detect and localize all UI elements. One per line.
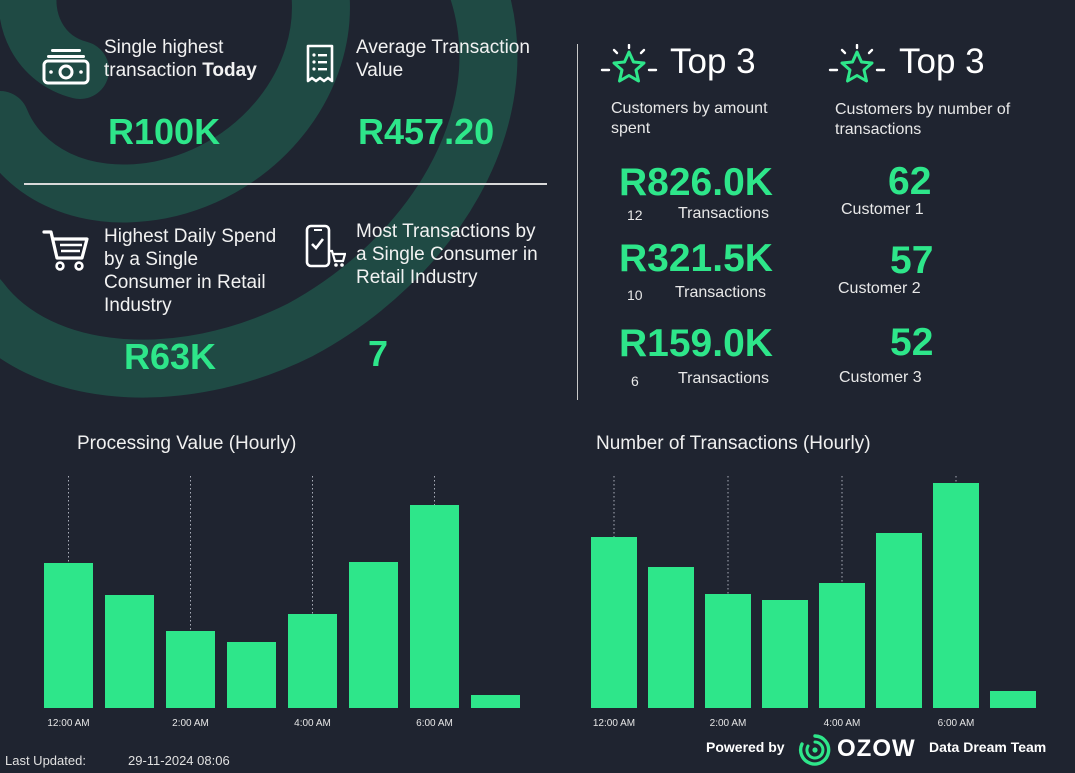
bar-12-00-am[interactable] xyxy=(591,537,637,708)
bar-1-00-am[interactable] xyxy=(648,567,694,708)
x-tick-label: 12:00 AM xyxy=(47,718,89,729)
top-amount-label-3: Transactions xyxy=(678,370,769,387)
top-amount-heading: Top 3 xyxy=(670,42,756,81)
avg-transaction-label: Average Transaction Value xyxy=(356,37,530,81)
top-count-value-3: 52 xyxy=(890,321,934,364)
top-amount-value-2: R321.5K xyxy=(619,237,773,280)
receipt-icon xyxy=(305,44,335,84)
highest-daily-value: R63K xyxy=(124,336,217,377)
processing-value-chart: 12:00 AM 2:00 AM 4:00 AM 6:00 AM xyxy=(44,476,520,729)
money-icon xyxy=(42,46,90,86)
top-amount-count-1: 12 xyxy=(627,207,643,223)
x-tick-label: 12:00 AM xyxy=(593,718,635,729)
x-tick-label: 4:00 AM xyxy=(824,718,861,729)
x-tick-label: 6:00 AM xyxy=(416,718,453,729)
transactions-chart: 12:00 AM 2:00 AM 4:00 AM 6:00 AM xyxy=(591,476,1036,729)
top-count-label-3: Customer 3 xyxy=(839,369,922,386)
top-amount-count-3: 6 xyxy=(631,373,639,389)
bar-5-00-am[interactable] xyxy=(349,562,398,708)
transactions-chart-title: Number of Transactions (Hourly) xyxy=(596,433,871,454)
powered-by-label: Powered by xyxy=(706,739,785,755)
bar-5-00-am[interactable] xyxy=(876,533,922,708)
highest-daily-label: Highest Daily Spend by a Single Consumer… xyxy=(104,226,277,316)
shopping-cart-icon xyxy=(42,228,90,272)
vertical-divider xyxy=(577,44,578,400)
top-amount-label-2: Transactions xyxy=(675,284,766,301)
single-highest-label: Single highest transaction Today xyxy=(104,37,257,81)
bar-3-00-am[interactable] xyxy=(762,600,808,708)
star-icon xyxy=(600,44,658,88)
avg-transaction-value: R457.20 xyxy=(358,111,495,152)
top-count-value-2: 57 xyxy=(890,239,934,282)
top-count-heading: Top 3 xyxy=(899,42,985,81)
top-amount-count-2: 10 xyxy=(627,287,643,303)
last-updated-value: 29-11-2024 08:06 xyxy=(128,753,230,768)
team-name: Data Dream Team xyxy=(929,739,1047,755)
x-tick-label: 4:00 AM xyxy=(294,718,331,729)
top-amount-label-1: Transactions xyxy=(678,205,769,222)
processing-value-chart-title: Processing Value (Hourly) xyxy=(77,433,297,454)
bar-12-00-am[interactable] xyxy=(44,563,93,708)
bar-7-00-am[interactable] xyxy=(990,691,1036,708)
bar-7-00-am[interactable] xyxy=(471,695,520,708)
brand-name: OZOW xyxy=(837,735,916,762)
x-tick-label: 6:00 AM xyxy=(938,718,975,729)
most-transactions-label: Most Transactions by a Single Consumer i… xyxy=(356,221,538,288)
bar-6-00-am[interactable] xyxy=(410,505,459,708)
bar-1-00-am[interactable] xyxy=(105,595,154,708)
last-updated-label: Last Updated: xyxy=(5,753,86,768)
top-amount-subtitle: Customers by amount spent xyxy=(611,100,768,137)
x-tick-label: 2:00 AM xyxy=(710,718,747,729)
x-tick-label: 2:00 AM xyxy=(172,718,209,729)
mobile-cart-icon xyxy=(304,224,346,270)
ozow-logo-icon xyxy=(797,733,833,767)
top-count-label-1: Customer 1 xyxy=(841,201,924,218)
bar-2-00-am[interactable] xyxy=(166,631,215,708)
top-amount-value-3: R159.0K xyxy=(619,322,773,365)
bar-6-00-am[interactable] xyxy=(933,483,979,708)
horizontal-divider xyxy=(24,183,547,185)
bar-4-00-am[interactable] xyxy=(288,614,337,708)
top-count-label-2: Customer 2 xyxy=(838,280,921,297)
top-count-subtitle: Customers by number of transactions xyxy=(835,101,1011,138)
most-transactions-value: 7 xyxy=(368,333,389,374)
single-highest-value: R100K xyxy=(108,111,221,152)
bar-4-00-am[interactable] xyxy=(819,583,865,708)
top-count-value-1: 62 xyxy=(888,160,932,203)
bar-3-00-am[interactable] xyxy=(227,642,276,708)
star-icon xyxy=(828,44,886,88)
bar-2-00-am[interactable] xyxy=(705,594,751,708)
top-amount-value-1: R826.0K xyxy=(619,161,773,204)
